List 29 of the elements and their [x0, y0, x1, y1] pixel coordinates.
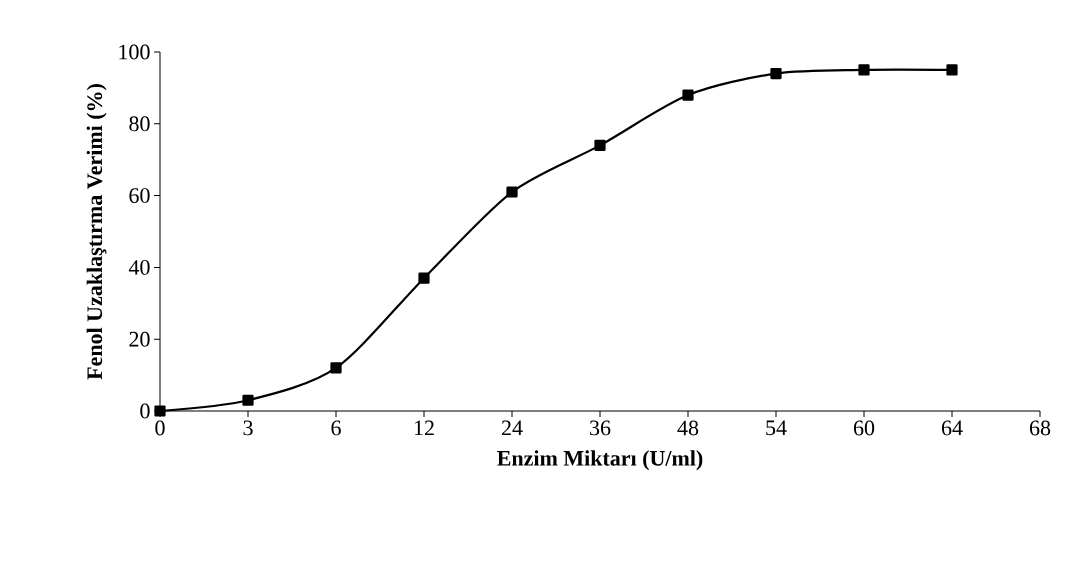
y-tick-label: 20 [129, 331, 150, 347]
x-tick-label: 64 [941, 420, 963, 436]
x-tick-label: 48 [677, 420, 699, 436]
x-tick-label: 36 [590, 420, 611, 436]
point [154, 405, 166, 417]
x-tick-label: 3 [243, 420, 253, 436]
y-tick-label: 100 [119, 44, 150, 60]
point [682, 89, 694, 101]
point [330, 362, 342, 374]
x-tick-label: 60 [853, 420, 875, 436]
point [946, 64, 958, 76]
point [418, 272, 430, 284]
point [770, 67, 782, 80]
x-tick-label: 54 [766, 420, 787, 436]
x-tick-label: 0 [155, 420, 165, 436]
y-tick-label: 40 [128, 259, 150, 275]
y-tick-label: 60 [129, 188, 150, 204]
point [242, 394, 254, 406]
y-tick-label: 80 [129, 116, 150, 132]
x-tick-label: 24 [501, 420, 523, 436]
point [594, 139, 606, 151]
point [858, 64, 870, 76]
point [506, 186, 518, 198]
x-tick-label: 68 [1029, 420, 1051, 436]
y-tick-label: 0 [140, 403, 150, 419]
x-axis-title: Enzim Miktarı (U/ml) [497, 450, 703, 471]
x-tick-label: 6 [331, 420, 341, 436]
x-tick-label: 12 [414, 420, 434, 436]
y-axis-title: Fenol Uzaklaştırma Verimi (%) [86, 84, 107, 380]
